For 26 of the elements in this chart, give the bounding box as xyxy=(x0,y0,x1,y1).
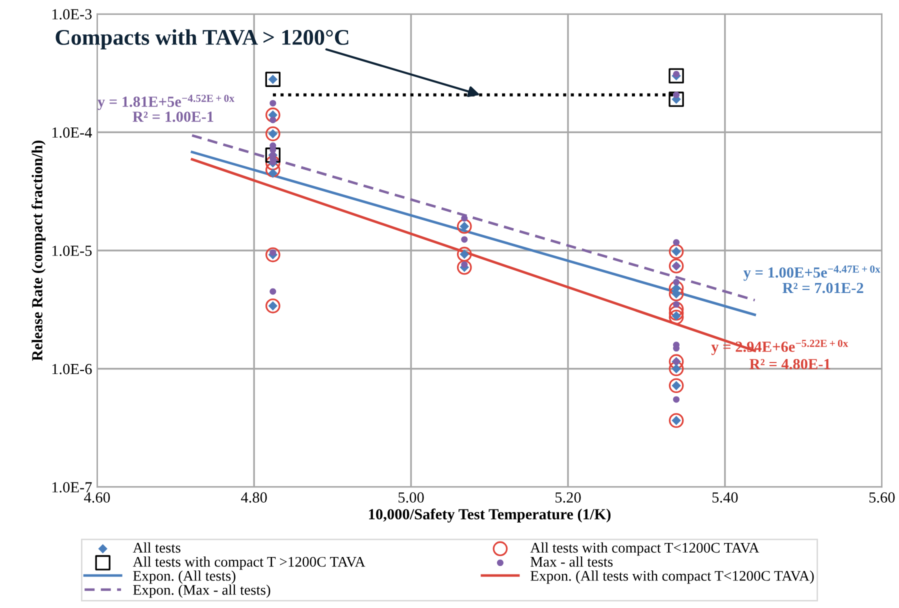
annotation: y = 1.81E+5e$^{−4.52E+0x}$ xyxy=(98,94,234,110)
annotation: R² = 1.00E-1 xyxy=(132,112,214,122)
y-axis-title: Release Rate (compact fraction/h) xyxy=(32,140,46,361)
annotation: Compacts with TAVA > 1200°C xyxy=(56,29,348,50)
x-tick-label: 5.00 xyxy=(398,492,424,503)
y-tick-label: 1.0E-7 xyxy=(52,482,92,493)
x-tick-label: 5.20 xyxy=(556,492,581,503)
annotation: R² = 4.80E-1 xyxy=(750,358,830,370)
y-tick-label: 1.0E-5 xyxy=(52,246,92,256)
legend-label: Expon. (All tests) xyxy=(133,570,236,584)
legend-label: Max - all tests xyxy=(530,556,613,567)
annotation: y = 1.00E+5e$^{−4.47E+0x}$ xyxy=(743,265,880,281)
x-axis-title: 10,000/Safety Test Temperature (1/K) xyxy=(369,508,611,523)
x-tick-label: 4.60 xyxy=(84,492,110,503)
legend-label: All tests with compact T<1200C TAVA xyxy=(530,542,760,556)
y-tick-label: 1.0E-4 xyxy=(52,127,92,138)
annotation: R² = 7.01E-2 xyxy=(782,282,864,294)
legend-label: Expon. (Max - all tests) xyxy=(133,584,270,598)
x-tick-label: 5.40 xyxy=(712,492,738,503)
legend-label: All tests with compact T >1200C TAVA xyxy=(132,556,366,570)
y-tick-label: 1.0E-6 xyxy=(52,364,92,374)
legend-label: Expon. (All tests with compact T<1200C TAVA) xyxy=(530,570,814,584)
legend-label: All tests xyxy=(132,542,180,553)
x-tick-label: 5.60 xyxy=(869,492,895,503)
y-tick-label: 1.0E-3 xyxy=(52,9,92,20)
x-tick-label: 4.80 xyxy=(240,492,267,503)
